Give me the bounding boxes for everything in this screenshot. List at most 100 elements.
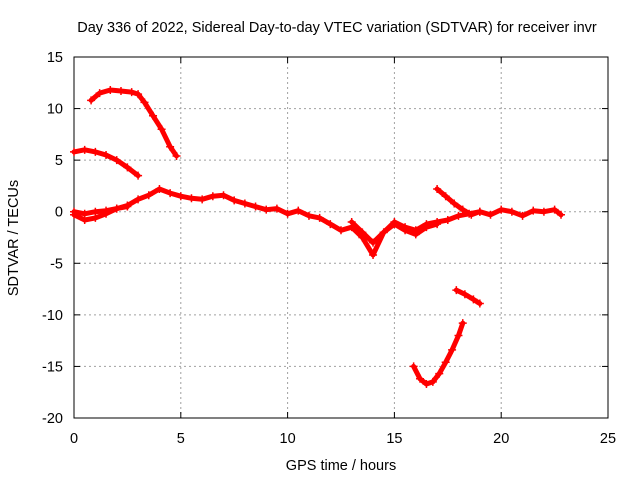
data-point [467,210,476,219]
data-point [460,290,469,299]
grid [74,57,608,418]
y-tick-label: 0 [55,205,63,221]
x-tick-label: 5 [177,431,185,447]
data-point [116,87,125,96]
data-point [240,199,249,208]
x-tick-label: 0 [70,431,78,447]
data-point [70,147,78,156]
series-arc-7 [409,319,467,388]
data-point [557,210,566,219]
series-arc-8 [452,286,484,308]
series-arc-5 [347,218,442,247]
data-point [443,215,452,224]
y-tick-label: 15 [47,50,63,66]
x-tick-label: 25 [600,431,616,447]
data-point [134,195,143,204]
series-arc-6 [433,185,484,219]
data-point [80,145,89,154]
data-point [315,213,324,222]
data-point [272,204,281,213]
data-point [379,228,388,237]
y-tick-label: -15 [42,359,63,375]
data-point [134,171,143,180]
data-point [518,211,527,220]
data-point [219,191,228,200]
data-point [144,191,153,200]
data-point [70,207,78,216]
y-tick-label: -5 [50,256,63,272]
data-point [294,206,303,215]
data-point [358,228,367,237]
data-point [208,192,217,201]
data-point [87,96,96,105]
data-point [157,125,166,134]
series-arc-4 [70,202,132,218]
data-series [70,86,566,388]
data-point [458,205,467,214]
series-arc-1 [87,86,181,161]
data-point [401,226,410,235]
data-point [469,295,478,304]
y-tick-label: -10 [42,308,63,324]
data-point [262,205,271,214]
x-tick-label: 20 [493,431,509,447]
data-point [433,185,442,194]
data-point [433,220,442,229]
series-trace [453,287,483,306]
data-point [441,192,450,201]
data-point [337,226,345,235]
data-point [539,207,548,216]
data-point [91,147,100,156]
data-point [95,89,104,98]
data-point [347,218,356,227]
data-point [452,286,461,295]
x-tick-label: 10 [280,431,296,447]
series-trace [71,186,564,258]
data-point [187,194,196,203]
data-point [475,299,484,308]
plot-area-border [73,56,609,419]
data-point [176,192,185,201]
data-point [102,150,111,159]
data-point [172,152,181,161]
data-point [441,358,450,367]
x-tick-label: 15 [386,431,402,447]
data-point [428,377,437,386]
data-point [102,206,111,215]
data-point [416,374,425,383]
series-trace [71,204,130,217]
data-point [149,111,158,120]
data-point [230,196,239,205]
data-point [422,223,431,232]
data-point [326,220,335,229]
data-point [155,185,164,194]
series-trace [88,87,179,159]
chart-title: Day 336 of 2022, Sidereal Day-to-day VTE… [77,20,597,36]
data-point [475,207,484,216]
data-point [166,189,175,198]
data-point [450,199,459,208]
y-tick-label: -20 [42,411,63,427]
data-point [166,142,175,151]
y-tick-label: 10 [47,102,63,118]
data-point [422,379,431,388]
data-point [448,345,457,354]
data-point [112,204,121,213]
y-axis-label: SDTVAR / TECUs [6,180,22,296]
data-point [283,209,292,218]
data-point [91,207,100,216]
data-point [112,156,121,165]
series-arc-2 [70,145,143,180]
data-point [106,86,115,95]
data-point [454,331,463,340]
data-point [409,362,418,371]
data-point [123,202,132,211]
data-point [198,195,207,204]
data-point [304,211,313,220]
data-point [411,230,420,239]
data-point [251,202,260,211]
data-point [454,211,463,220]
series-arc-3 [70,185,566,260]
data-point [458,319,467,328]
data-point [507,207,516,216]
